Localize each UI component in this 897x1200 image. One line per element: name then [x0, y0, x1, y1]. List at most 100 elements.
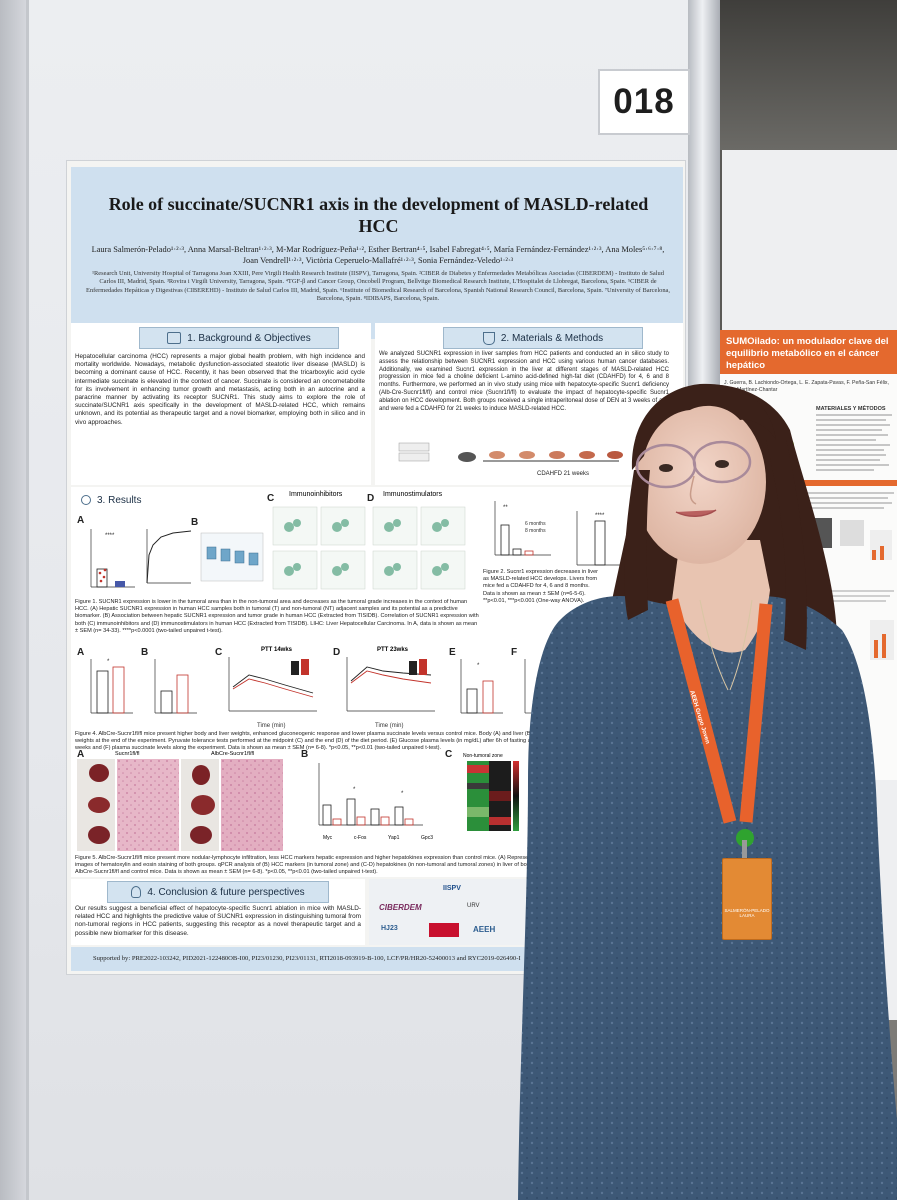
book-icon: [167, 332, 182, 344]
fig1-label-b: B: [191, 517, 199, 528]
flask-icon: [482, 331, 495, 345]
fig1b-boxplot: [200, 532, 264, 582]
methods-text: We analyzed SUCNR1 expression in liver s…: [379, 351, 669, 412]
fig4-caption: Figure 4. AlbCre-Sucnr1fl/fl mice presen…: [75, 731, 541, 752]
fig1d-title: Immunostimulators: [383, 491, 443, 498]
svg-text:*: *: [107, 659, 110, 665]
neighbor-poster-title: SUMOilado: un modulador clave del equili…: [720, 330, 897, 374]
lightbulb-icon: [131, 886, 142, 898]
conclusion-heading: 4. Conclusion & future perspectives: [107, 881, 329, 903]
scientific-poster: Role of succinate/SUCNR1 axis in the dev…: [66, 160, 686, 975]
methods-heading: 2. Materials & Methods: [443, 327, 643, 349]
methods-heading-text: 2. Materials & Methods: [500, 332, 604, 344]
svg-text:****: ****: [595, 513, 605, 519]
board-pole: [688, 0, 720, 1200]
fig4-label-f: F: [511, 647, 518, 658]
fig2-caption: Figure 2. Sucnr1 expression decreases in…: [483, 569, 599, 604]
fig4d-xaxis: Time (min): [375, 723, 404, 729]
fig5-label-b: B: [301, 749, 309, 760]
neighbor-poster-section: MATERIALES Y MÉTODOS: [816, 406, 886, 412]
fig5b-gene: c-Fos: [353, 835, 367, 841]
conclusion-text: Our results suggest a beneficial effect …: [75, 905, 361, 937]
fig5-caption: Figure 5. AlbCre-Sucnr1fl/fl mice presen…: [75, 855, 545, 876]
fig4d-title: PTT 23wks: [377, 647, 409, 653]
fig4-label-d: D: [333, 647, 341, 658]
neighbor-poster: SUMOilado: un modulador clave del equili…: [720, 330, 897, 780]
fig4-label-a: A: [77, 647, 85, 658]
left-wall: [0, 0, 30, 1200]
fig4c-line-chart: [228, 657, 317, 712]
fig2-legend-item: 8 months: [525, 528, 546, 534]
badge-name: SALMERÓN-PELADO LAURA: [724, 908, 770, 918]
fig4c-xaxis: Time (min): [257, 723, 286, 729]
fig5-label-a: A: [77, 749, 85, 760]
fig1-label-a: A: [77, 515, 85, 526]
poster-header: Role of succinate/SUCNR1 axis in the dev…: [71, 167, 683, 339]
spanish-government-logo: [429, 923, 459, 937]
fig1cd-scatter-grid: [272, 506, 466, 590]
fig5c-heatmap-title: Non-tumoral zone: [463, 753, 503, 759]
fig1-label-c: C: [267, 493, 275, 504]
logo-ciberdem: CIBERDEM: [379, 903, 422, 912]
svg-text:*: *: [477, 663, 480, 669]
fig5b-gene: Gpc3: [421, 835, 433, 841]
fig1-label-d: D: [367, 493, 375, 504]
fig4a-body-weight: *: [90, 659, 133, 714]
svg-text:*: *: [401, 791, 404, 797]
poster-affiliations: ¹Research Unit, University Hospital of T…: [86, 270, 670, 303]
fig5-label-d: D: [533, 749, 541, 760]
fig5b-qpcr-bars: * *: [318, 763, 423, 826]
fig5a-histology-images: [77, 759, 283, 851]
background-section: 1. Background & Objectives Hepatocellula…: [71, 323, 371, 485]
conclusion-heading-text: 4. Conclusion & future perspectives: [147, 886, 305, 898]
fig4-label-c: C: [215, 647, 223, 658]
methods-section: 2. Materials & Methods We analyzed SUCNR…: [375, 323, 683, 485]
fig4c-title: PTT 14wks: [261, 647, 293, 653]
support-bar: Supported by: PRE2022-103242, PID2021-12…: [71, 947, 683, 971]
neighbor-poster-content: [720, 408, 897, 660]
fig5-control-label: Sucnr1fl/fl: [115, 751, 140, 757]
fig1a-plot: ****: [90, 529, 135, 588]
logos-panel: CIBERDEM IISPV URV HJ23 AEEH: [369, 879, 569, 945]
background-heading-text: 1. Background & Objectives: [187, 332, 311, 344]
results-heading-text: 3. Results: [97, 494, 142, 506]
booth-number: 018: [613, 82, 675, 121]
fig4f-succinate: [524, 659, 537, 714]
poster-title: Role of succinate/SUCNR1 axis in the dev…: [108, 194, 649, 236]
name-badge: [722, 858, 772, 940]
background-text: Hepatocellular carcinoma (HCC) represent…: [75, 353, 365, 426]
booth-number-plate: 018: [598, 69, 690, 135]
chart-icon: [81, 495, 91, 505]
fig4-label-e: E: [449, 647, 456, 658]
conclusion-section: 4. Conclusion & future perspectives Our …: [71, 879, 365, 945]
svg-text:**: **: [503, 505, 508, 511]
fig4b-liver-weight: [154, 659, 197, 714]
logo-urv: URV: [467, 903, 480, 909]
methods-diagram-label: CDAHFD 21 weeks: [537, 471, 590, 477]
floor: [860, 1020, 897, 1200]
hall-ceiling: [720, 0, 897, 150]
fig2-bar-chart: **: [494, 501, 551, 556]
fig1a-roc-curve: [146, 529, 192, 584]
poster-authors: Laura Salmerón-Pelado¹·²·³, Anna Marsal-…: [91, 245, 665, 265]
results-heading: 3. Results: [75, 489, 155, 511]
methods-timeline-diagram: [398, 442, 623, 462]
logo-hj23: HJ23: [381, 925, 398, 932]
fig5b-gene-labels: Myc c-Fos Yap1 Gpc3: [323, 835, 433, 841]
fig4e-glucose: *: [460, 659, 503, 714]
logo-iispv: IISPV: [443, 885, 461, 892]
fig4-label-b: B: [141, 647, 149, 658]
fig5b-gene: Yap1: [388, 835, 400, 841]
fig4d-line-chart: [346, 657, 435, 712]
fig5-label-c: C: [445, 749, 453, 760]
fig5-ko-label: AlbCre-Sucnr1fl/fl: [211, 751, 255, 757]
fig3-bar-chart: ****: [576, 511, 623, 566]
neighbor-poster-authors: J. Guerra, B. Lachiondo-Ortega, L. E. Za…: [724, 380, 889, 393]
results-section: 3. Results A **** B C Immunoinhibitors: [71, 487, 683, 877]
svg-text:*: *: [353, 787, 356, 793]
fig5c-heatmap: [467, 761, 519, 831]
fig1-caption: Figure 1. SUCNR1 expression is lower in …: [75, 599, 479, 634]
fig2-legend-item: 6 months: [525, 521, 546, 527]
logo-aeeh: AEEH: [473, 925, 496, 934]
background-heading: 1. Background & Objectives: [139, 327, 339, 349]
